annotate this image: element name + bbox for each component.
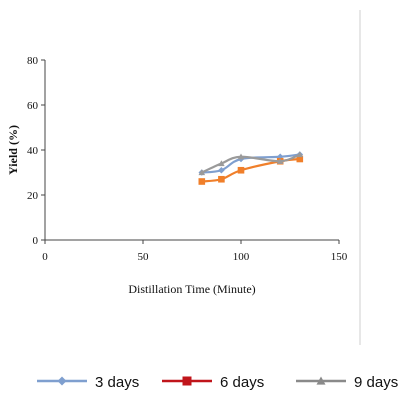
- y-tick-label: 60: [27, 100, 39, 112]
- data-point: [218, 166, 225, 174]
- x-tick-label: 50: [138, 251, 150, 263]
- legend-item: 3 days: [37, 374, 139, 391]
- legend-item: 9 days: [296, 374, 398, 391]
- legend-label: 9 days: [354, 374, 398, 391]
- x-tick-group: 0 50 100 150: [42, 240, 348, 263]
- legend-item: 6 days: [162, 374, 264, 391]
- series-line: [201, 157, 300, 183]
- y-tick-label: 20: [27, 190, 39, 202]
- legend-marker: [182, 376, 192, 386]
- series-layer: [198, 151, 304, 185]
- data-point: [296, 151, 304, 158]
- data-point: [296, 155, 304, 163]
- series-3: [198, 151, 304, 176]
- y-tick-label: 40: [27, 145, 39, 157]
- legend-marker: [57, 376, 67, 386]
- series-1: [198, 151, 304, 176]
- legend-label: 6 days: [220, 374, 264, 391]
- x-tick-label: 0: [42, 251, 48, 263]
- x-tick-label: 100: [233, 251, 250, 263]
- y-tick-label: 0: [33, 235, 39, 247]
- x-axis-title: Distillation Time (Minute): [128, 282, 255, 296]
- y-tick-group: 0 20 40 60 80: [27, 55, 45, 247]
- data-point: [218, 160, 225, 167]
- legend: 3 days 6 days 9 days: [37, 374, 398, 391]
- data-point: [276, 157, 284, 164]
- y-axis-title: Yield (%): [6, 125, 20, 175]
- data-point: [237, 166, 245, 174]
- data-point: [218, 175, 225, 183]
- legend-marker: [316, 376, 326, 385]
- legend-label: 3 days: [95, 374, 139, 391]
- y-tick-label: 80: [27, 55, 39, 67]
- data-point: [198, 178, 206, 185]
- data-point: [237, 153, 245, 160]
- data-point: [198, 169, 206, 176]
- x-tick-label: 150: [331, 251, 348, 263]
